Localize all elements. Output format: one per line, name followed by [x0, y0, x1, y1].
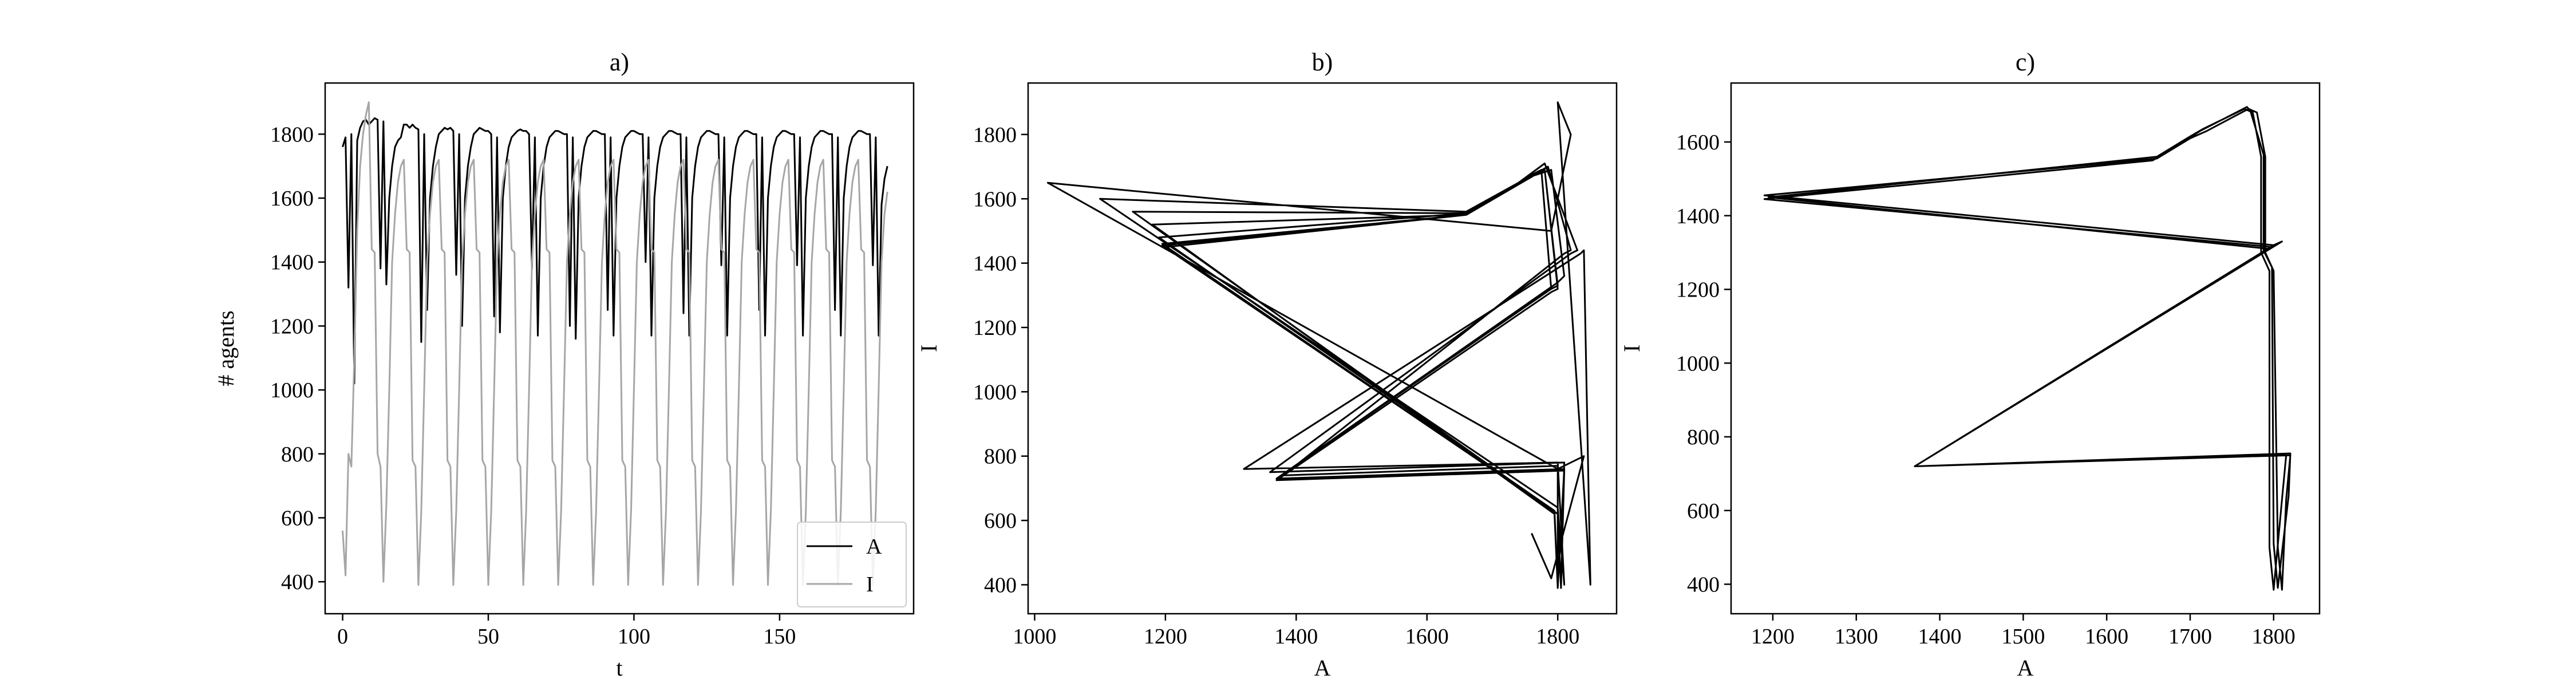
- panel-a-ytick-label: 1800: [270, 123, 314, 147]
- panel-b-xtick-label: 1200: [1144, 625, 1187, 649]
- panel-a-ytick-label: 1200: [270, 314, 314, 338]
- panel-c-xlabel: A: [2017, 655, 2034, 681]
- panel-a-series-A-line: [342, 117, 888, 385]
- panel-b-ytick-label: 1000: [973, 380, 1017, 404]
- panel-b-xtick-label: 1600: [1405, 625, 1449, 649]
- panel-b-xtick-label: 1400: [1274, 625, 1318, 649]
- panel-c-series-0-line: [1763, 106, 2291, 591]
- panel-b-axes-frame: [1027, 82, 1618, 615]
- panel-c-ytick-label: 1400: [1676, 204, 1720, 228]
- panel-b-ytick-label: 600: [984, 509, 1017, 533]
- panel-a-ytick-label: 1400: [270, 251, 314, 275]
- panel-c-xtick-label: 1200: [1751, 625, 1795, 649]
- panel-c-xtick-label: 1600: [2085, 625, 2128, 649]
- panel-c-ytick-label: 1600: [1676, 131, 1720, 155]
- panel-b-ylabel: I: [916, 345, 942, 352]
- panel-a-ylabel: # agents: [213, 310, 239, 386]
- panel-a-axes-frame: [324, 82, 915, 615]
- panel-b-title: b): [1312, 48, 1333, 76]
- panel-a-xtick-label: 50: [477, 625, 499, 649]
- panel-a-xtick-label: 0: [337, 625, 348, 649]
- panel-a-legend: AI: [797, 522, 907, 607]
- panel-c-xtick-label: 1800: [2252, 625, 2296, 649]
- panel-b: 1000 1200 1400 1600 1800 400 600 800 1000 1200 140…: [916, 48, 1618, 681]
- panel-b-xtick-label: 1800: [1536, 625, 1579, 649]
- panel-c-xtick-label: 1400: [1918, 625, 1962, 649]
- legend-label-A: A: [866, 535, 882, 559]
- panel-b-series-0-line: [1046, 101, 1591, 589]
- legend-box: [797, 522, 907, 607]
- panel-a-ytick-label: 600: [281, 506, 314, 530]
- panel-a-ytick-label: 800: [281, 443, 314, 467]
- legend-label-I: I: [866, 572, 874, 597]
- panel-c-ytick-label: 1000: [1676, 352, 1720, 376]
- panel-b-ytick-label: 1200: [973, 316, 1017, 340]
- panel-a-xtick-label: 100: [618, 625, 650, 649]
- panel-b-ytick-label: 400: [984, 573, 1017, 597]
- panel-c-ylabel: I: [1619, 345, 1645, 352]
- panel-a-ytick-label: 1600: [270, 187, 314, 211]
- panel-c-ytick-label: 800: [1687, 425, 1720, 449]
- panel-c-title: c): [2016, 48, 2035, 76]
- panel-a: 0 50 100 150 400 600 800 1000 1200 1400 1600 1800 a)…: [213, 48, 915, 681]
- panel-b-ytick-label: 800: [984, 445, 1017, 469]
- panel-c: 1200 1300 1400 1500 1600 1700 1800 400 600 800 100…: [1619, 48, 2321, 681]
- panel-a-xtick-label: 150: [763, 625, 796, 649]
- panel-c-ytick-label: 1200: [1676, 278, 1720, 302]
- panel-a-ytick-label: 1000: [270, 378, 314, 402]
- panel-a-title: a): [610, 48, 629, 76]
- panel-c-ytick-label: 400: [1687, 573, 1720, 597]
- panel-c-xtick-label: 1300: [1835, 625, 1878, 649]
- panel-c-ytick-label: 600: [1687, 499, 1720, 523]
- panel-a-xlabel: t: [616, 655, 622, 681]
- panel-c-xtick-label: 1700: [2168, 625, 2212, 649]
- panel-a-ytick-label: 400: [281, 570, 314, 594]
- panel-b-xlabel: A: [1314, 655, 1331, 681]
- panel-a-series-I-line: [342, 101, 888, 586]
- panel-c-xtick-label: 1500: [2001, 625, 2045, 649]
- panel-b-xtick-label: 1000: [1013, 625, 1056, 649]
- panel-b-ytick-label: 1400: [973, 252, 1017, 276]
- panel-c-axes-frame: [1730, 82, 2321, 615]
- panel-b-ytick-label: 1800: [973, 123, 1017, 147]
- panel-b-ytick-label: 1600: [973, 187, 1017, 211]
